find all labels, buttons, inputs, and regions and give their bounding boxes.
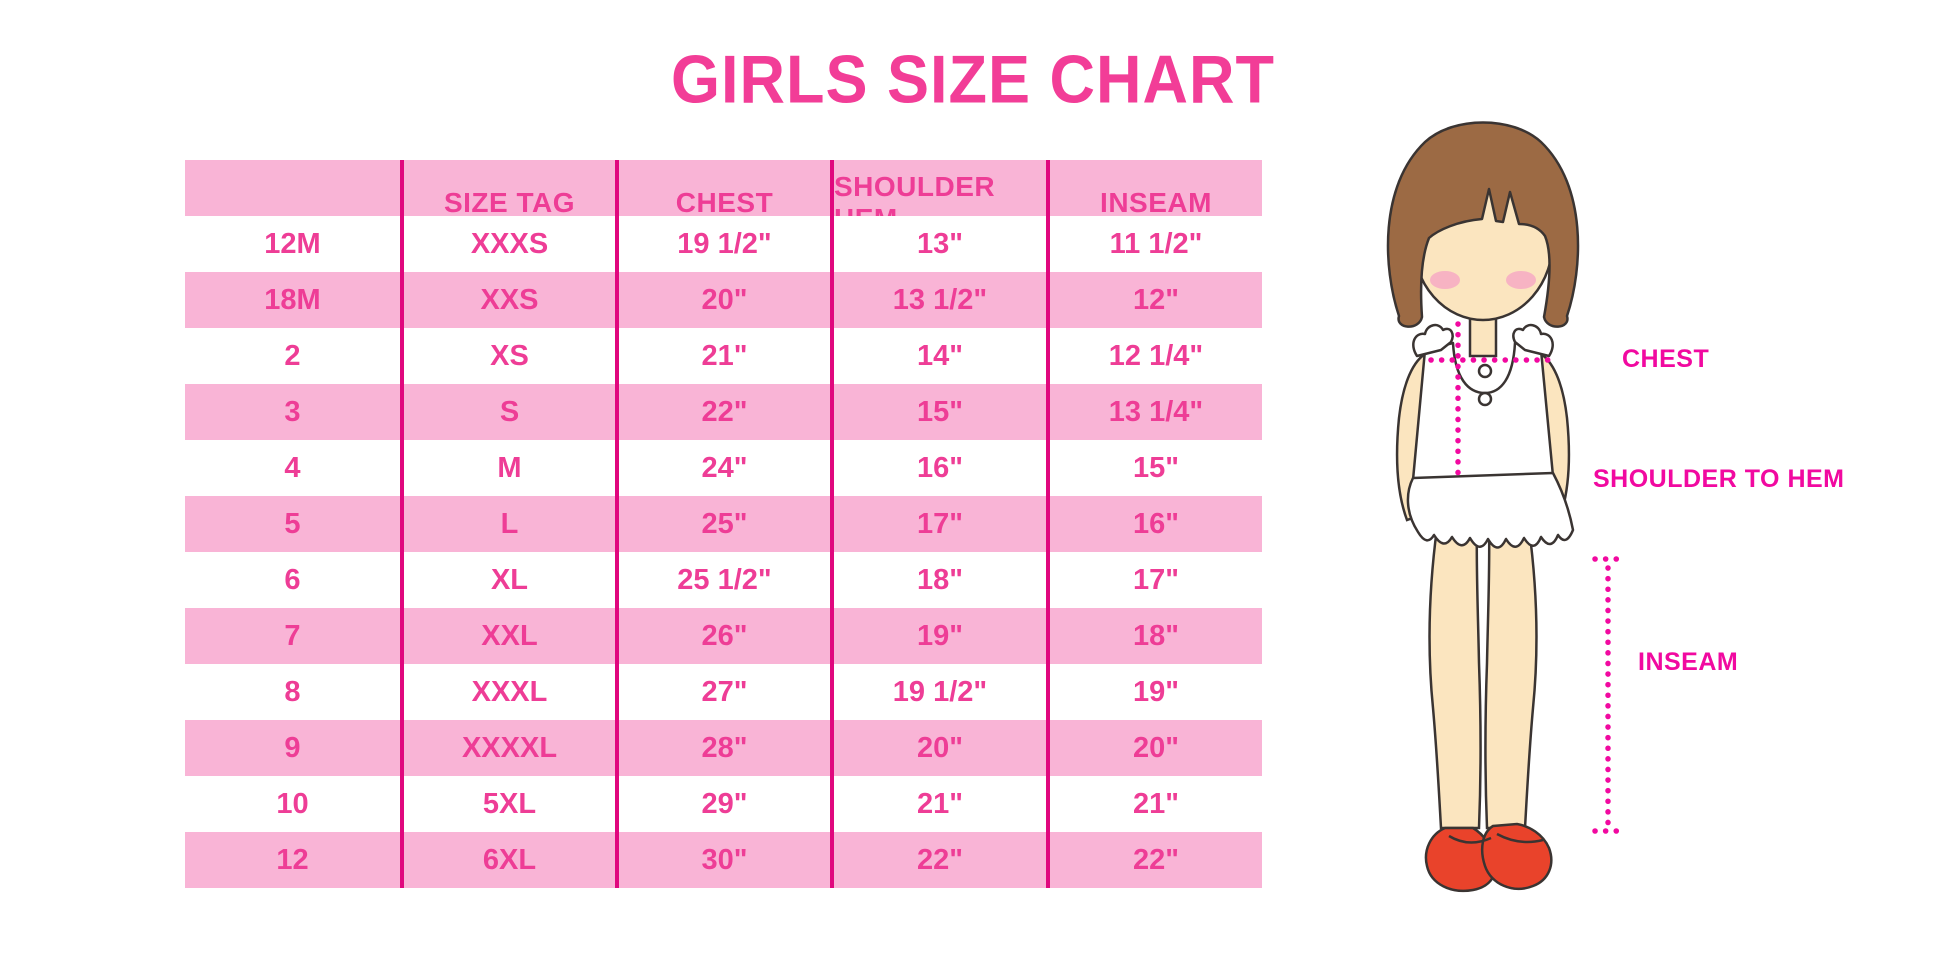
table-cell: XXL [400,608,615,664]
table-cell: 28" [615,720,830,776]
table-cell: 12 1/4" [1046,328,1262,384]
table-cell: 13 1/2" [830,272,1046,328]
table-cell: 24" [615,440,830,496]
table-cell: 19 1/2" [830,664,1046,720]
girl-illustration [1386,121,1626,893]
table-cell: 20" [1046,720,1262,776]
table-cell: XL [400,552,615,608]
table-cell: 12" [1046,272,1262,328]
table-cell: 3 [185,384,400,440]
page-title: GIRLS SIZE CHART [670,42,1275,118]
table-cell: 6 [185,552,400,608]
table-cell: 4 [185,440,400,496]
table-cell: 26" [615,608,830,664]
table-cell: XXS [400,272,615,328]
table-cell: L [400,496,615,552]
table-cell: 25 1/2" [615,552,830,608]
table-cell: 15" [830,384,1046,440]
table-cell: M [400,440,615,496]
girl-top-button-1 [1477,363,1493,379]
table-cell: 12 [185,832,400,888]
table-cell: 17" [830,496,1046,552]
girl-left-cheek [1430,271,1460,289]
table-cell: 8 [185,664,400,720]
girl-right-shoe [1481,822,1553,891]
table-cell: 20" [830,720,1046,776]
table-cell: 30" [615,832,830,888]
table-cell: 16" [1046,496,1262,552]
table-cell: 19" [1046,664,1262,720]
table-cell: 29" [615,776,830,832]
table-cell: 6XL [400,832,615,888]
table-cell: 16" [830,440,1046,496]
table-cell: 15" [1046,440,1262,496]
table-cell: 21" [1046,776,1262,832]
table-cell: 21" [830,776,1046,832]
girl-top [1411,341,1555,482]
table-cell: 19 1/2" [615,216,830,272]
table-cell: 18" [830,552,1046,608]
table-cell: 19" [830,608,1046,664]
table-cell: XXXS [400,216,615,272]
table-cell: 12M [185,216,400,272]
table-cell: 27" [615,664,830,720]
girl-top-button-2 [1477,391,1493,407]
table-cell: 22" [615,384,830,440]
table-cell: XXXXL [400,720,615,776]
table-cell: 21" [615,328,830,384]
table-cell: 13 1/4" [1046,384,1262,440]
table-cell: 9 [185,720,400,776]
table-cell: 22" [830,832,1046,888]
table-cell: 18" [1046,608,1262,664]
girl-left-ruffle [1412,323,1454,358]
girl-right-shoe-strap [1496,832,1544,844]
table-cell: 2 [185,328,400,384]
table-cell: XS [400,328,615,384]
girl-left-shoe-strap [1448,834,1492,844]
girl-right-cheek [1506,271,1536,289]
table-cell: 25" [615,496,830,552]
table-cell: 20" [615,272,830,328]
table-cell: 17" [1046,552,1262,608]
table-cell: 5 [185,496,400,552]
table-cell: 14" [830,328,1046,384]
girl-left-leg [1428,526,1482,830]
table-cell: 10 [185,776,400,832]
shoulder-to-hem-label: SHOULDER TO HEM [1593,465,1845,493]
table-cell: 18M [185,272,400,328]
table-cell: S [400,384,615,440]
table-cell: 5XL [400,776,615,832]
table-cell: 22" [1046,832,1262,888]
table-cell: 11 1/2" [1046,216,1262,272]
table-cell: 7 [185,608,400,664]
table-cell: 13" [830,216,1046,272]
girl-skirt [1406,471,1575,549]
table-cell: XXXL [400,664,615,720]
inseam-label: INSEAM [1638,648,1739,676]
girl-hair [1386,121,1580,328]
girl-right-leg [1484,526,1538,830]
chest-label: CHEST [1622,345,1710,373]
girl-right-ruffle [1512,323,1554,358]
